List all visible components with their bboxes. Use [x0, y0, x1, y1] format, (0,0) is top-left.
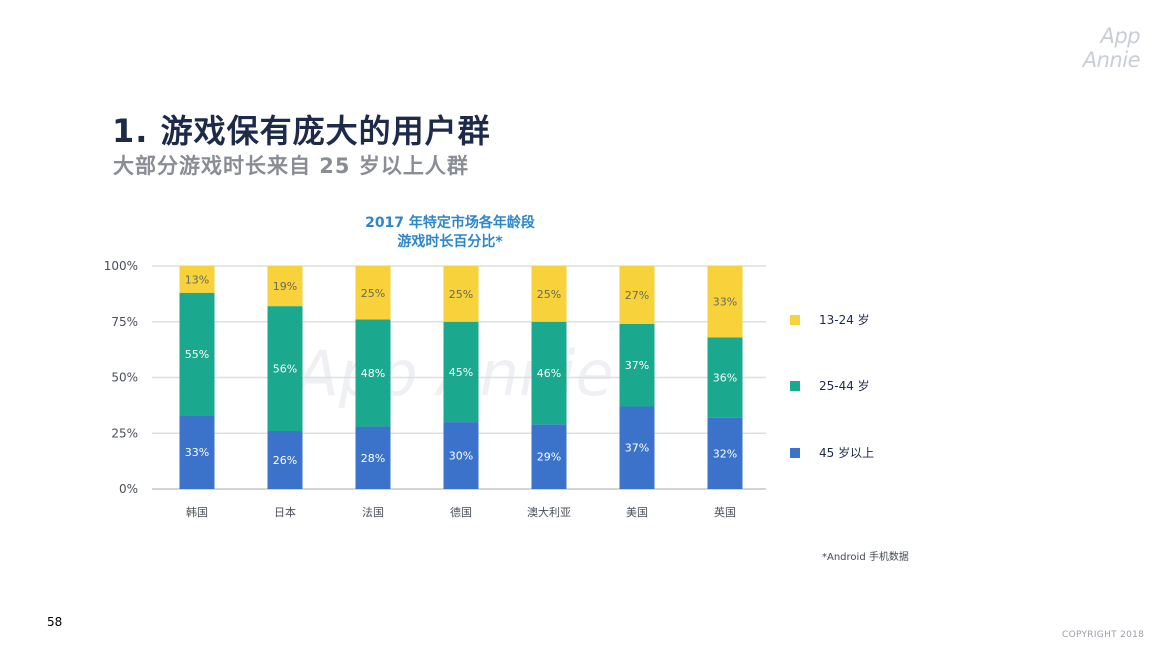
bar-segment [531, 266, 567, 322]
legend-item-25-44: 25-44 岁 [790, 378, 940, 394]
footnote: *Android 手机数据 [822, 552, 909, 563]
data-label: 25% [537, 288, 561, 301]
data-label: 48% [361, 367, 385, 380]
page-subtitle: 大部分游戏时长来自 25 岁以上人群 [113, 154, 469, 178]
y-tick-label: 25% [111, 426, 138, 440]
data-label: 46% [537, 367, 561, 380]
data-label: 29% [537, 451, 561, 464]
bar-segment [267, 266, 303, 307]
data-label: 25% [449, 288, 473, 301]
data-label: 56% [273, 363, 297, 376]
legend-item-13-24: 13-24 岁 [790, 312, 940, 328]
bar-segment [707, 337, 743, 418]
y-tick-label: 50% [111, 371, 138, 385]
data-label: 25% [361, 287, 385, 300]
data-label: 19% [273, 280, 297, 293]
bar-segment [179, 292, 215, 416]
legend-label: 25-44 岁 [819, 379, 870, 393]
x-tick-label: 法国 [362, 505, 384, 519]
app-annie-logo: App Annie [1082, 24, 1141, 72]
data-label: 55% [185, 348, 209, 361]
bar-segment [267, 306, 303, 432]
legend-label: 45 岁以上 [819, 446, 875, 460]
bar-segment [443, 266, 479, 322]
data-label: 32% [713, 447, 737, 460]
bar-segment [443, 422, 479, 489]
bar-segment [179, 415, 215, 489]
legend-item-45-plus: 45 岁以上 [790, 445, 940, 461]
bar-segment [443, 321, 479, 423]
legend-swatch [790, 448, 800, 458]
data-label: 36% [713, 372, 737, 385]
data-label: 27% [625, 289, 649, 302]
bar-segment [619, 406, 655, 489]
data-label: 28% [361, 452, 385, 465]
bar-segment [531, 321, 567, 425]
copyright: COPYRIGHT 2018 [1062, 630, 1145, 640]
y-tick-label: 0% [119, 482, 138, 496]
data-label: 37% [625, 359, 649, 372]
data-label: 13% [185, 273, 209, 286]
chart-title-line-2: 游戏时长百分比* [397, 234, 503, 250]
page-number: 58 [47, 615, 63, 629]
y-tick-label: 75% [111, 315, 138, 329]
legend-swatch [790, 381, 800, 391]
chart-title-line-1: 2017 年特定市场各年龄段 [365, 215, 535, 231]
legend-label: 13-24 岁 [819, 313, 870, 327]
bar-segment [531, 424, 567, 489]
data-label: 33% [713, 296, 737, 309]
x-tick-label: 美国 [626, 506, 648, 519]
x-tick-label: 韩国 [186, 505, 208, 519]
chart-title: 2017 年特定市场各年龄段 游戏时长百分比* [330, 214, 570, 252]
bar-segment [707, 417, 743, 489]
y-tick-label: 100% [104, 259, 138, 273]
bar-segment [619, 323, 655, 407]
data-label: 45% [449, 366, 473, 379]
x-tick-label: 澳大利亚 [527, 505, 571, 519]
x-tick-label: 英国 [714, 505, 736, 519]
data-label: 37% [625, 442, 649, 455]
bar-segment [619, 266, 655, 324]
data-label: 30% [449, 450, 473, 463]
legend-swatch [790, 315, 800, 325]
data-label: 26% [273, 454, 297, 467]
bar-segment [267, 431, 303, 489]
bar-segment [355, 319, 391, 427]
bar-segment [355, 266, 391, 320]
x-tick-label: 日本 [274, 505, 296, 519]
data-label: 33% [185, 446, 209, 459]
bar-segment [179, 266, 215, 293]
page-title: 1. 游戏保有庞大的用户群 [112, 112, 491, 150]
x-tick-label: 德国 [450, 505, 472, 519]
bar-segment [355, 426, 391, 489]
bar-segment [707, 266, 743, 338]
